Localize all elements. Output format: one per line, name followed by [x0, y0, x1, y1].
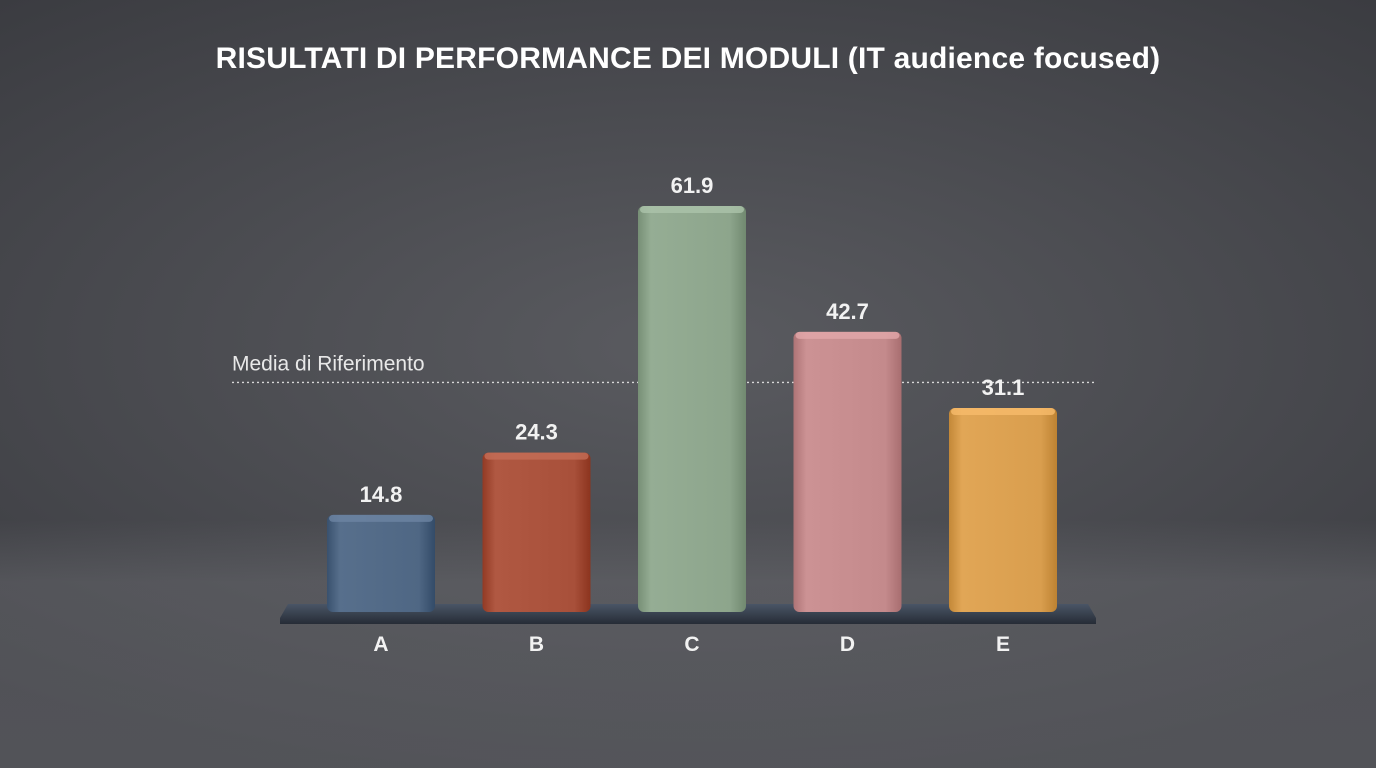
value-label-e: 31.1: [982, 375, 1025, 400]
value-label-c: 61.9: [671, 173, 714, 198]
bar-top-highlight: [484, 452, 589, 460]
value-label-b: 24.3: [515, 420, 558, 445]
bar-d: [793, 331, 902, 612]
bar-top-highlight: [795, 331, 900, 339]
category-label-b: B: [529, 633, 544, 656]
bar-e: [949, 408, 1057, 612]
bar-a: [327, 514, 435, 612]
category-label-c: C: [684, 633, 699, 656]
bar-top-highlight: [951, 408, 1055, 416]
category-label-a: A: [373, 633, 388, 656]
value-label-a: 14.8: [360, 482, 403, 507]
bar-top-highlight: [329, 514, 433, 522]
bar-b: [482, 452, 591, 612]
category-label-d: D: [840, 633, 855, 656]
chart-title: RISULTATI DI PERFORMANCE DEI MODULI (IT …: [215, 42, 1161, 75]
reference-line-label: Media di Riferimento: [232, 352, 425, 375]
bar-c: [638, 206, 746, 612]
category-label-e: E: [996, 633, 1010, 656]
bar-top-highlight: [640, 206, 744, 213]
value-label-d: 42.7: [826, 299, 869, 324]
